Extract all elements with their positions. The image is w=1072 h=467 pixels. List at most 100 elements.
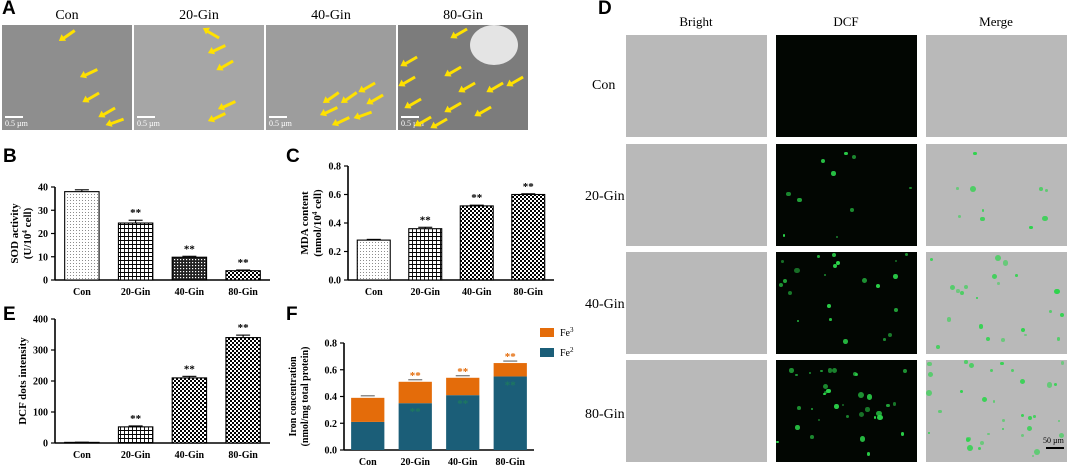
fluorescent-spot (893, 274, 899, 279)
arrow-marker (86, 91, 100, 102)
fluorescent-spot (817, 419, 820, 422)
fluorescent-spot (936, 345, 940, 350)
fluorescent-spot (903, 368, 908, 373)
fluorescent-spot (883, 338, 886, 341)
fluorescent-spot (876, 410, 882, 416)
fluorescent-spot (795, 425, 800, 430)
y-tick-label: 400 (33, 315, 48, 326)
fluorescent-spot (997, 282, 1001, 286)
column-header-merge: Merge (979, 14, 1013, 29)
fluorescent-spot (886, 404, 890, 408)
fluorescent-spot (797, 406, 801, 411)
fluorescent-spot (1019, 379, 1025, 385)
fluorescent-spot (858, 392, 865, 398)
column-header-bright: Bright (679, 14, 713, 29)
arrow-marker (326, 91, 340, 102)
fluorescent-spot (835, 235, 839, 239)
significance-label: ** (420, 214, 432, 226)
em-image-20gin: 0.5 µm (134, 25, 264, 130)
bar (117, 426, 154, 444)
arrow-marker (212, 44, 226, 53)
fluorescent-spot (990, 368, 993, 372)
x-tick-label: Con (73, 450, 91, 461)
fluorescent-spot (1033, 449, 1040, 456)
x-tick-label: Con (359, 457, 377, 467)
y-tick-label: 30 (38, 206, 48, 217)
panel-label-f: F (286, 304, 298, 325)
arrow-marker (84, 68, 98, 77)
stacked-bar-segment (493, 376, 527, 450)
fluorescent-spot (969, 362, 975, 368)
arrow-marker (362, 81, 376, 92)
fluorescent-spot (1024, 333, 1027, 337)
fluorescent-spot (877, 414, 883, 421)
bar (117, 222, 154, 281)
significance-label: ** (457, 366, 469, 378)
fluorescent-spot (1000, 338, 1005, 343)
bar (408, 228, 443, 281)
x-tick-label: 40-Gin (462, 287, 492, 298)
fluorescent-spot (927, 361, 932, 367)
legend-swatch (540, 328, 554, 337)
arrow-marker (324, 106, 338, 115)
scale-bar (1046, 447, 1064, 449)
fluorescent-spot (817, 254, 820, 258)
micrograph-dcf-20-gin (776, 144, 917, 246)
x-tick-label: 40-Gin (175, 450, 205, 461)
micrograph-bright-con (626, 35, 767, 137)
x-tick-label: 80-Gin (228, 450, 258, 461)
em-image-40gin: 0.5 µm (266, 25, 396, 130)
fluorescent-spot (929, 257, 934, 262)
arrow-marker (357, 110, 373, 119)
fluorescent-spot (1056, 337, 1061, 341)
fluorescent-spot (905, 252, 909, 256)
fluorescent-spot (1021, 413, 1025, 418)
fluorescent-spot (978, 324, 984, 329)
micrograph-bright-80-gin (626, 360, 767, 462)
bar (64, 191, 100, 281)
fluorescent-spot (851, 155, 856, 160)
panel-label-e: E (3, 304, 16, 325)
x-tick-label: 40-Gin (448, 457, 478, 467)
fluorescent-spot (826, 388, 831, 394)
arrow-marker (462, 81, 476, 92)
em-label-40gin: 40-Gin (311, 8, 351, 23)
fluorescent-spot (926, 390, 933, 397)
fluorescent-spot (892, 402, 897, 407)
em-scale-label: 0.5 µm (269, 119, 292, 128)
fluorescent-spot (1042, 215, 1048, 222)
fluorescent-spot (795, 374, 798, 377)
panel-label-d: D (598, 0, 612, 19)
y-axis-label: Iron concentration (288, 356, 299, 437)
arrow-marker (408, 97, 422, 108)
fluorescent-spot (965, 437, 971, 442)
em-scale-label: 0.5 µm (137, 119, 160, 128)
fluorescent-spot (946, 316, 952, 322)
bar (171, 256, 208, 281)
fluorescent-spot (873, 416, 877, 419)
fluorescent-spot (858, 411, 865, 418)
fluorescent-spot (973, 151, 977, 156)
fluorescent-spot (1039, 187, 1043, 192)
x-tick-label: 20-Gin (121, 450, 151, 461)
arrow-marker (490, 81, 504, 92)
fluorescent-spot (826, 303, 831, 308)
x-tick-label: 80-Gin (514, 287, 544, 298)
micrograph-dcf-con (776, 35, 917, 137)
em-label-20gin: 20-Gin (179, 8, 219, 23)
fluorescent-spot (1054, 383, 1058, 386)
fluorescent-spot (1014, 274, 1018, 278)
fluorescent-spot (938, 409, 942, 414)
fluorescent-spot (1002, 427, 1005, 430)
stacked-bar-segment (351, 397, 385, 422)
fluorescent-spot (859, 435, 866, 442)
significance-label: ** (457, 398, 469, 410)
fluorescent-spot (832, 263, 838, 268)
arrow-marker (478, 105, 492, 116)
fluorescent-spot (1020, 327, 1025, 332)
scale-bar-label: 50 µm (1043, 436, 1064, 445)
fluorescent-spot (957, 215, 961, 219)
stacked-bar-segment (351, 421, 385, 450)
fluorescent-spot (1032, 455, 1035, 458)
significance-label: ** (410, 406, 422, 418)
